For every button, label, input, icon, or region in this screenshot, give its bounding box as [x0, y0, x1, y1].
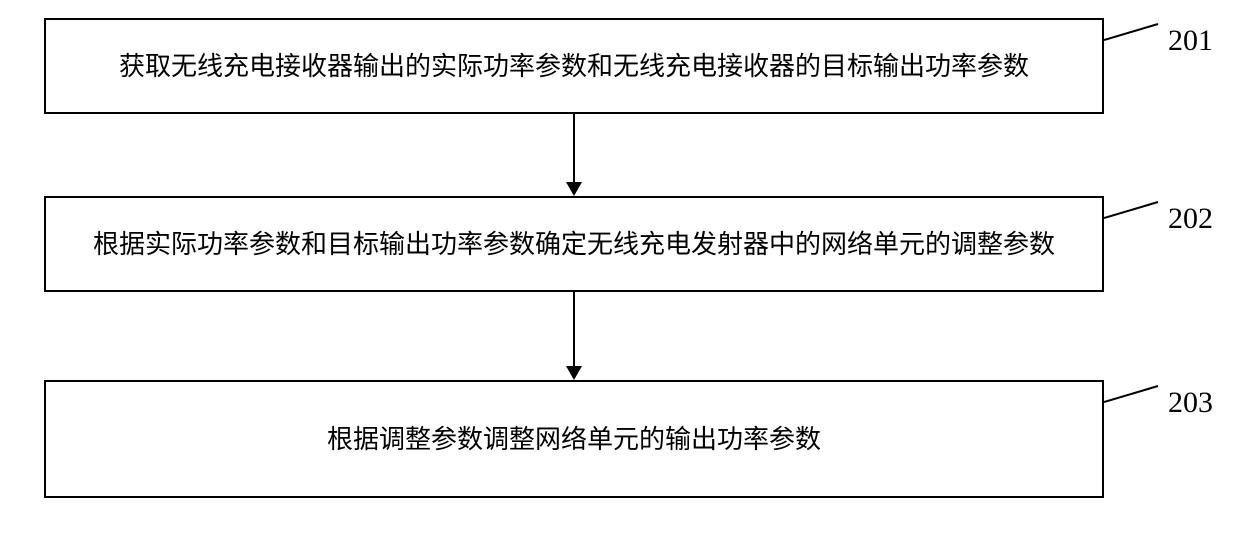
arrow-2-3-head	[566, 366, 582, 380]
step-label-203: 203	[1168, 386, 1213, 420]
step-text: 获取无线充电接收器输出的实际功率参数和无线充电接收器的目标输出功率参数	[119, 47, 1029, 86]
callout-line-203	[1104, 384, 1164, 408]
step-box-202: 根据实际功率参数和目标输出功率参数确定无线充电发射器中的网络单元的调整参数	[44, 196, 1104, 292]
step-box-203: 根据调整参数调整网络单元的输出功率参数	[44, 380, 1104, 498]
flowchart-canvas: 获取无线充电接收器输出的实际功率参数和无线充电接收器的目标输出功率参数 201 …	[0, 0, 1240, 537]
step-box-201: 获取无线充电接收器输出的实际功率参数和无线充电接收器的目标输出功率参数	[44, 18, 1104, 114]
callout-line-202	[1104, 200, 1164, 224]
arrow-1-2-line	[573, 114, 575, 182]
step-label-202: 202	[1168, 202, 1213, 236]
arrow-1-2-head	[566, 182, 582, 196]
step-label-201: 201	[1168, 24, 1213, 58]
arrow-2-3-line	[573, 292, 575, 366]
step-text: 根据实际功率参数和目标输出功率参数确定无线充电发射器中的网络单元的调整参数	[93, 225, 1055, 264]
callout-line-201	[1104, 22, 1164, 46]
step-text: 根据调整参数调整网络单元的输出功率参数	[327, 420, 821, 459]
